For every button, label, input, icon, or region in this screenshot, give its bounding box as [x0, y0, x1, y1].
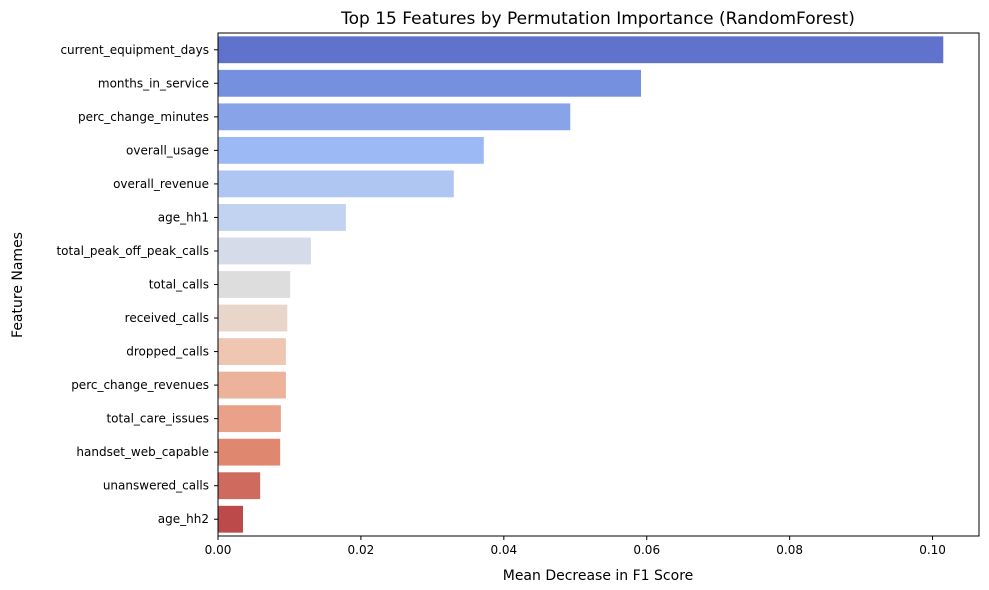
x-tick-label: 0.02	[348, 543, 375, 557]
bar-dropped_calls	[218, 338, 286, 365]
y-tick-label: age_hh1	[158, 210, 209, 224]
chart-title: Top 15 Features by Permutation Importanc…	[340, 9, 855, 29]
bar-unanswered_calls	[218, 472, 261, 500]
y-tick-label: unanswered_calls	[103, 479, 209, 493]
bar-handset_web_capable	[218, 438, 281, 466]
bar-received_calls	[218, 304, 288, 332]
x-tick-label: 0.06	[633, 543, 660, 557]
y-ticks-group: current_equipment_days months_in_servicep…	[56, 43, 218, 526]
x-tick-label: 0.08	[776, 543, 803, 557]
x-tick-label: 0.10	[919, 543, 946, 557]
bar-total_calls	[218, 271, 291, 298]
y-tick-label: total_care_issues	[106, 412, 209, 426]
y-tick-label: overall_revenue	[113, 177, 209, 191]
bar-age_hh2	[218, 505, 244, 533]
y-tick-label: current_equipment_days	[60, 43, 209, 57]
x-tick-label: 0.04	[490, 543, 517, 557]
bars-group	[218, 36, 944, 533]
x-tick-label: 0.00	[205, 543, 232, 557]
y-tick-label: perc_change_revenues	[71, 378, 209, 392]
bar-perc_change_revenues	[218, 371, 286, 399]
y-tick-label: total_peak_off_peak_calls	[56, 244, 209, 258]
bar-total_peak_off_peak_calls	[218, 237, 311, 265]
x-axis-label: Mean Decrease in F1 Score	[503, 568, 694, 584]
bar-perc_change_minutes	[218, 103, 571, 131]
y-tick-label: perc_change_minutes	[78, 110, 209, 124]
x-ticks-group: 0.00 0.02 0.04 0.06 0.08 0.10	[205, 536, 946, 557]
y-tick-label: overall_usage	[126, 143, 209, 157]
y-tick-label: age_hh2	[158, 512, 209, 526]
y-tick-label: total_calls	[149, 278, 209, 292]
y-tick-label: dropped_calls	[126, 345, 209, 359]
bar-total_care_issues	[218, 405, 281, 433]
y-axis-label: Feature Names	[10, 232, 26, 338]
bar-months_in_service	[218, 69, 642, 97]
y-tick-label: handset_web_capable	[76, 445, 209, 459]
bar-overall_usage	[218, 136, 484, 164]
y-tick-label: months_in_service	[98, 76, 209, 90]
y-tick-label: received_calls	[125, 311, 209, 325]
bar-current_equipment_days	[218, 36, 944, 64]
bar-age_hh1	[218, 204, 346, 231]
plot-frame	[217, 32, 980, 537]
bar-overall_revenue	[218, 170, 454, 198]
